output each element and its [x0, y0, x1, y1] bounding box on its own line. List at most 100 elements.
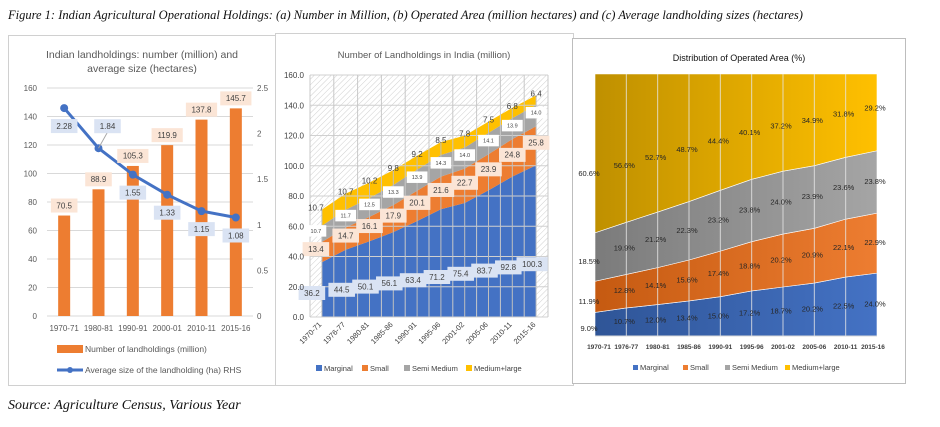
figure-caption: Figure 1: Indian Agricultural Operationa…	[8, 8, 803, 22]
data-label-semi-medium: 24.0%	[770, 198, 792, 207]
bar-data-label-bg	[220, 91, 252, 106]
data-label-small: 14.1%	[645, 281, 667, 290]
data-label-marginal-bg	[328, 282, 355, 297]
data-label-small-bg	[302, 242, 330, 257]
data-label-medium-large: 34.9%	[802, 116, 824, 125]
data-label-marginal: 10.7%	[614, 317, 636, 326]
data-label-semi-medium: 13.3	[388, 190, 399, 196]
legend-swatch	[683, 365, 688, 370]
data-label-semi-medium-bg	[359, 198, 380, 211]
line-point	[231, 213, 240, 222]
line-data-label: 1.84	[100, 122, 116, 131]
data-label-marginal: 20.2%	[802, 305, 824, 314]
bar-data-label: 105.3	[123, 152, 144, 161]
line-data-label-bg	[94, 119, 121, 134]
data-label-marginal: 36.2	[304, 289, 320, 298]
bar-data-label: 88.9	[91, 175, 107, 184]
data-label-marginal-bg	[471, 263, 498, 278]
y-tick: 20.0	[288, 283, 304, 292]
legend-swatch	[785, 365, 790, 370]
data-label-small: 22.9%	[864, 238, 886, 247]
chart-title: Number of Landholdings in India (million…	[338, 50, 511, 61]
x-tick: 1980-81	[345, 320, 371, 346]
data-label-small: 22.7	[457, 179, 473, 188]
data-label-small-bg	[380, 208, 407, 223]
data-label-small: 20.9%	[802, 251, 824, 260]
data-label-small: 20.1	[409, 199, 425, 208]
data-label-semi-medium: 14.3	[436, 161, 447, 167]
line-data-label-bg	[119, 185, 147, 200]
y-tick-left: 100	[24, 170, 38, 179]
data-label-marginal: 12.0%	[645, 315, 667, 324]
legend-swatch	[725, 365, 730, 370]
data-label-small: 25.8	[528, 139, 544, 148]
legend-swatch	[633, 365, 638, 370]
y-tick-left: 80	[28, 198, 37, 207]
data-label-medium-large: 60.6%	[578, 169, 600, 178]
line-point	[128, 170, 137, 179]
data-label-semi-medium-bg	[525, 106, 547, 119]
data-label-marginal: 9.0%	[580, 324, 597, 333]
x-tick: 2015-16	[861, 344, 885, 351]
data-label-small: 15.6%	[676, 275, 698, 284]
data-label-marginal-bg	[298, 286, 326, 300]
data-label-small: 24.8	[505, 151, 521, 160]
x-tick: 2015-16	[512, 320, 538, 346]
data-label-semi-medium: 13.9	[412, 175, 423, 181]
data-label-marginal: 44.5	[334, 286, 350, 295]
data-label-medium-large: 7.5	[483, 116, 495, 125]
data-label-small: 14.7	[338, 231, 354, 240]
data-label-semi-medium: 22.3%	[676, 226, 698, 235]
bar	[195, 119, 208, 316]
chart-title: Distribution of Operated Area (%)	[673, 53, 806, 63]
data-label-marginal: 22.5%	[833, 302, 855, 311]
data-label-semi-medium: 23.8%	[739, 206, 761, 215]
y-tick: 0.0	[293, 313, 305, 322]
line-data-label-bg	[188, 222, 215, 237]
y-tick-left: 60	[28, 227, 37, 236]
x-tick: 2010-11	[488, 320, 513, 345]
x-tick: 1970-71	[49, 324, 79, 333]
y-tick-right: 0.5	[257, 266, 269, 275]
stacked-area-chart-svg: Number of Landholdings in India (million…	[284, 50, 550, 373]
source-note: Source: Agriculture Census, Various Year	[8, 398, 241, 413]
y-tick-left: 40	[28, 255, 37, 264]
data-label-small-bg	[499, 147, 526, 162]
data-label-medium-large: 56.6%	[614, 161, 636, 170]
data-label-semi-medium-bg	[406, 171, 428, 183]
data-label-medium-large: 10.2	[362, 177, 378, 186]
data-label-medium-large: 9.2	[412, 150, 424, 159]
data-label-semi-medium: 23.8%	[864, 177, 886, 186]
bar	[92, 189, 105, 316]
x-tick: 1990-91	[118, 324, 148, 333]
x-tick: 1985-86	[677, 344, 701, 351]
data-label-marginal: 15.0%	[708, 311, 730, 320]
legend-label-bar: Number of landholdings (million)	[85, 344, 207, 354]
data-label-marginal: 92.8	[501, 263, 517, 272]
x-tick: 1970-71	[587, 344, 611, 351]
x-tick: 2001-02	[440, 320, 466, 346]
data-label-small-bg	[451, 175, 478, 190]
x-tick: 1976-77	[321, 320, 347, 346]
data-label-semi-medium: 10.7	[311, 229, 322, 235]
x-tick: 2005-06	[802, 344, 826, 351]
data-label-medium-large: 48.7%	[676, 145, 698, 154]
data-label-semi-medium: 12.5	[364, 202, 375, 208]
data-label-small: 18.8%	[739, 261, 761, 270]
data-label-medium-large: 52.7%	[645, 153, 667, 162]
x-tick: 1995-96	[740, 344, 764, 351]
bar	[161, 145, 174, 316]
x-tick: 1990-91	[708, 344, 732, 351]
y-tick: 40.0	[288, 253, 304, 262]
y-tick: 80.0	[288, 192, 304, 201]
legend-swatch	[404, 365, 410, 371]
bar-data-label-bg	[85, 172, 112, 187]
legend-label: Small	[370, 364, 389, 373]
bar-data-label-bg	[151, 128, 183, 143]
y-tick: 160.0	[284, 71, 305, 80]
legend-label: Marginal	[324, 364, 353, 373]
line-data-label: 2.28	[56, 122, 72, 131]
data-label-semi-medium: 23.2%	[708, 216, 730, 225]
x-tick: 2015-16	[221, 324, 251, 333]
x-tick: 2000-01	[152, 324, 182, 333]
